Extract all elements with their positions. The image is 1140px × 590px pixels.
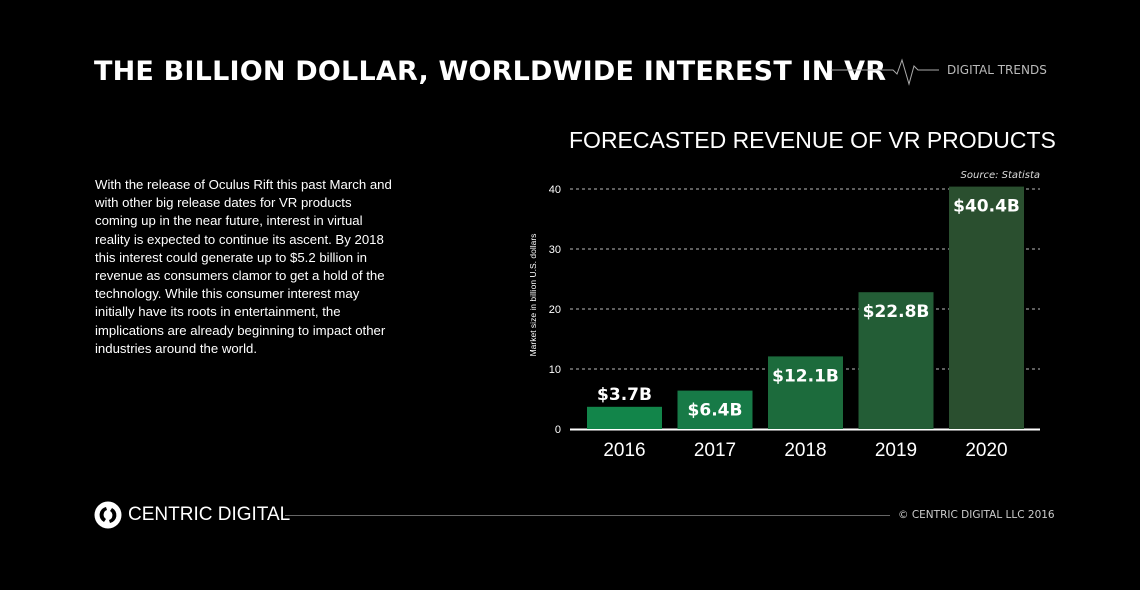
- bar-2018: [768, 356, 843, 429]
- y-tick-label: 0: [555, 424, 561, 436]
- logo-text: CENTRIC DIGITAL: [128, 504, 291, 525]
- data-label: $22.8B: [863, 302, 930, 322]
- x-tick-label: 2017: [694, 440, 736, 461]
- y-tick-label: 20: [549, 304, 561, 316]
- centric-digital-logo-icon: [94, 501, 122, 529]
- y-tick-label: 30: [549, 244, 561, 256]
- data-label: $40.4B: [953, 197, 1020, 217]
- chart-title: FORECASTED REVENUE OF VR PRODUCTS: [569, 127, 1056, 153]
- brand-label: DIGITAL TRENDS: [947, 63, 1047, 77]
- footer-divider: [285, 515, 890, 516]
- y-axis-label: Market size in billion U.S. dollars: [528, 234, 538, 357]
- data-label: $6.4B: [688, 401, 743, 421]
- bar-2019: [858, 292, 934, 429]
- x-tick-label: 2018: [784, 440, 826, 461]
- data-label: $3.7B: [597, 385, 652, 405]
- intro-paragraph: With the release of Oculus Rift this pas…: [95, 177, 392, 356]
- x-tick-label: 2019: [875, 440, 917, 461]
- x-tick-label: 2020: [965, 440, 1007, 461]
- chart-source: Source: Statista: [960, 170, 1040, 181]
- y-tick-label: 40: [549, 184, 561, 196]
- bar-2020: [949, 186, 1024, 429]
- heartbeat-line-icon: [831, 58, 939, 86]
- copyright: © CENTRIC DIGITAL LLC 2016: [898, 509, 1055, 521]
- bar-2017: [677, 390, 753, 429]
- y-tick-label: 10: [549, 364, 561, 376]
- bar-2016: [587, 406, 662, 429]
- x-tick-label: 2016: [603, 440, 645, 461]
- page-title: THE BILLION DOLLAR, WORLDWIDE INTEREST I…: [94, 56, 887, 87]
- data-label: $12.1B: [772, 366, 839, 386]
